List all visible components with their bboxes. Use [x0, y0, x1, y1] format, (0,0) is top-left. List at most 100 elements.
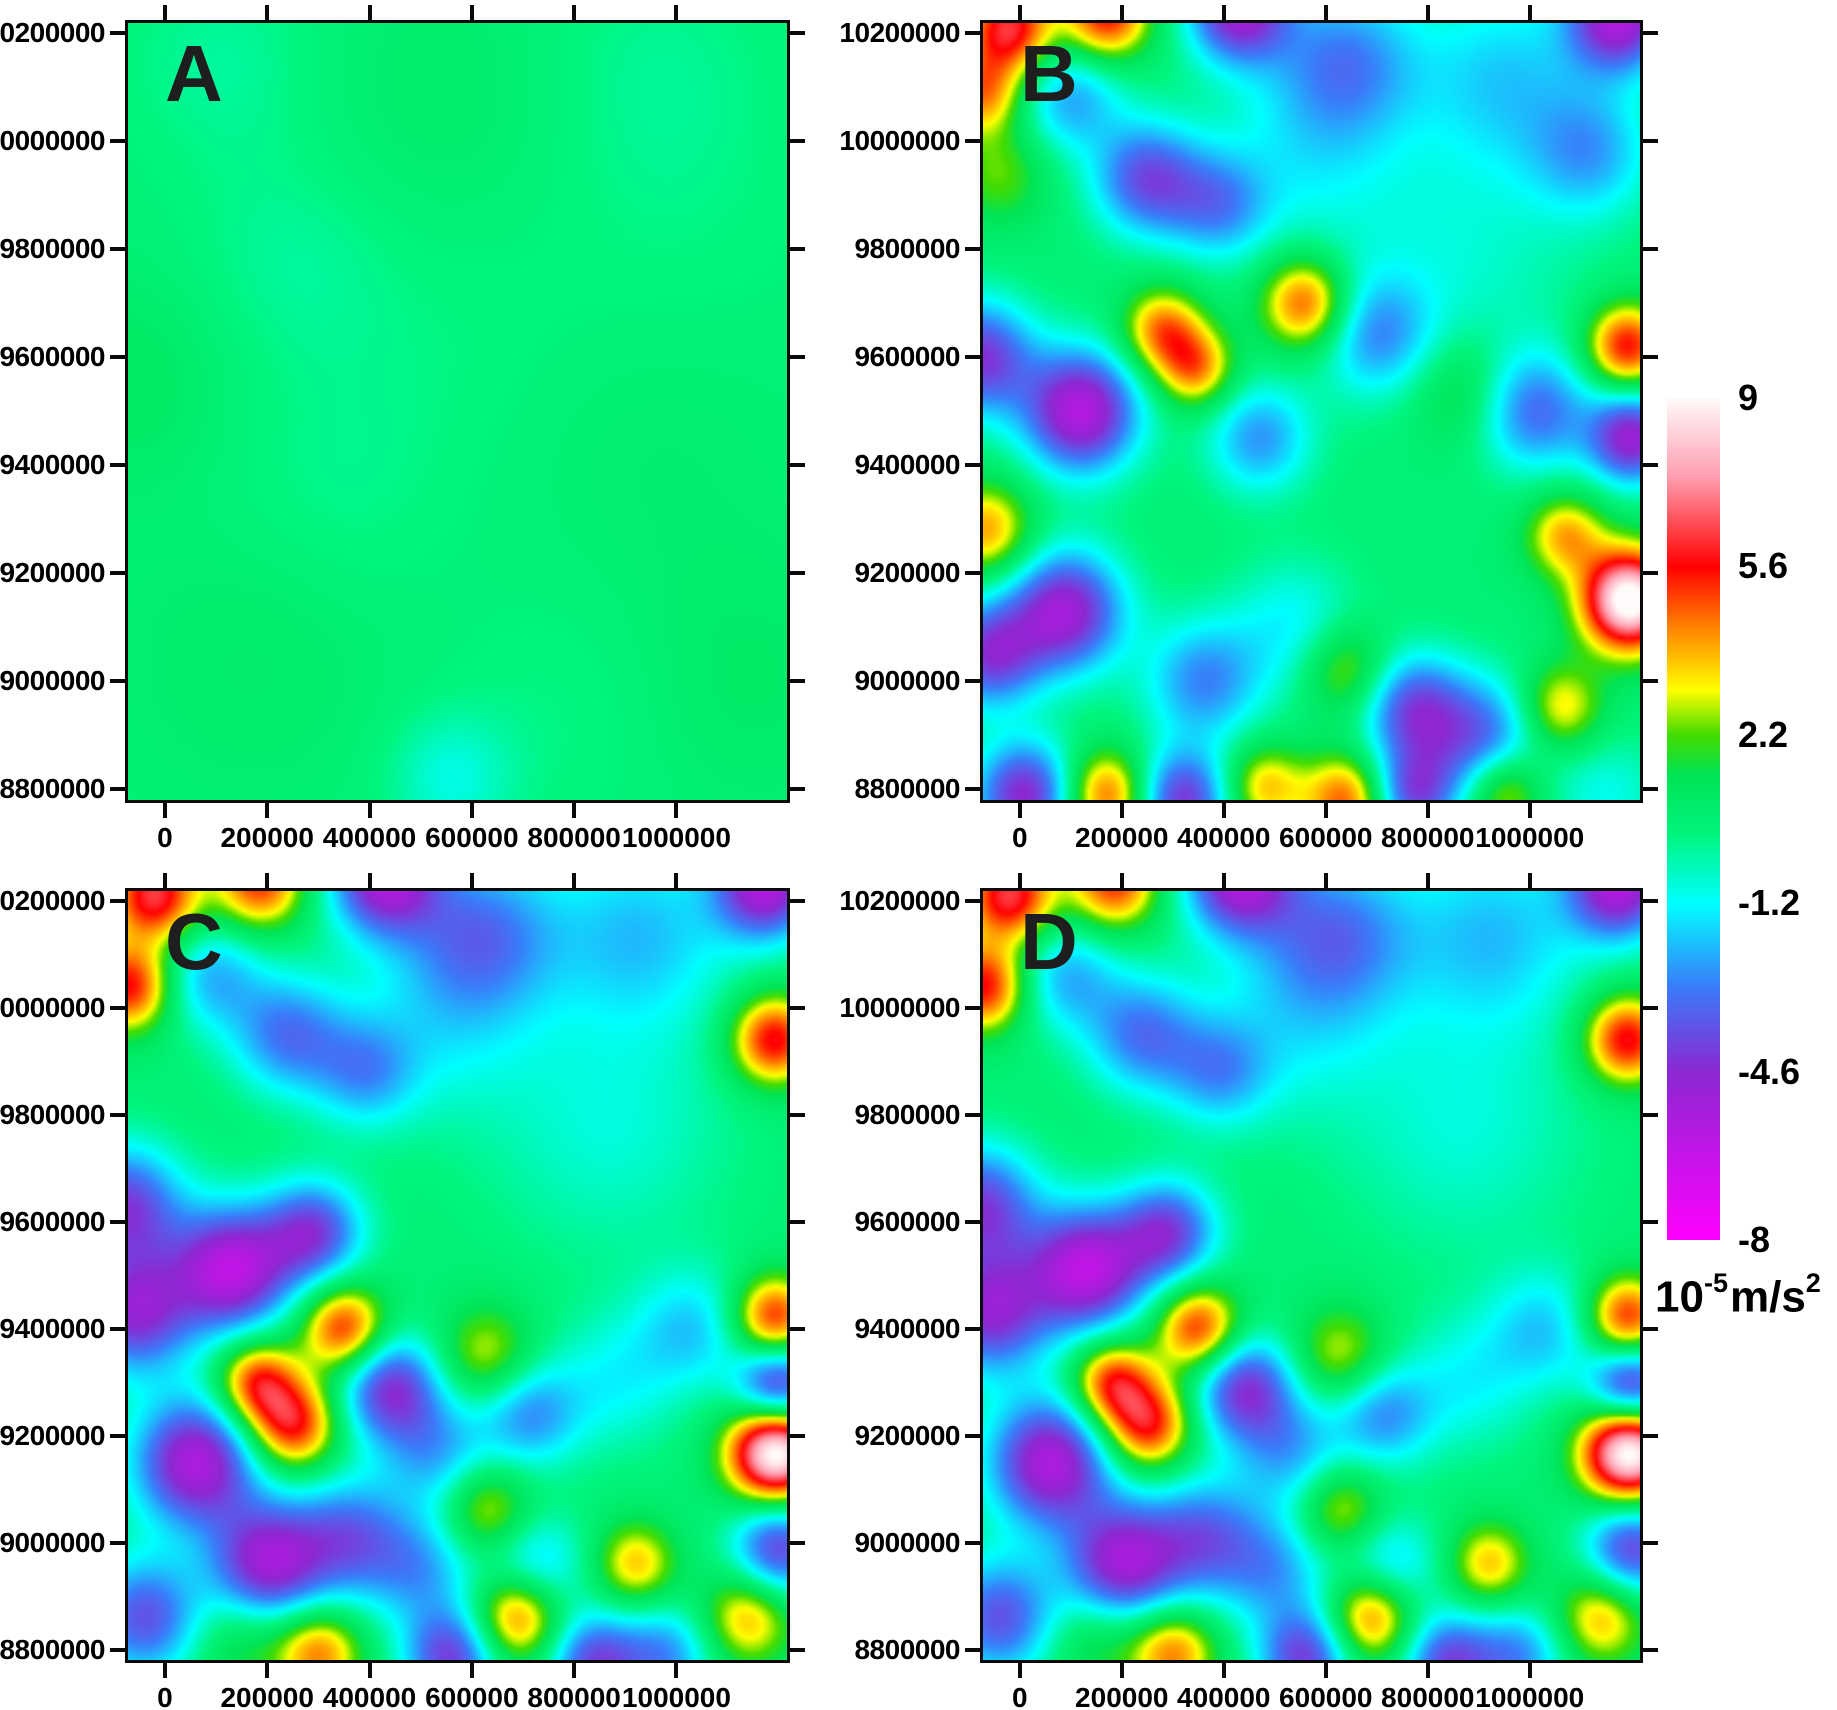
tick-mark: [965, 1647, 980, 1652]
tick-mark: [367, 1663, 372, 1678]
tick-mark: [367, 873, 372, 888]
tick-mark: [110, 679, 125, 684]
tick-mark: [265, 5, 270, 20]
y-tick-label: 8800000: [854, 1633, 960, 1665]
y-tick-label: 10200000: [0, 16, 106, 48]
tick-mark: [674, 803, 679, 818]
x-tick-label: 400000: [1177, 1682, 1271, 1710]
tick-mark: [965, 139, 980, 144]
unit-exponent: -5: [1703, 1268, 1728, 1298]
panel-label-B: B: [1020, 29, 1078, 118]
x-tick-label: 200000: [1075, 822, 1169, 853]
tick-mark: [1017, 873, 1022, 888]
colorbar-tick-label: -8: [1738, 1219, 1771, 1260]
tick-mark: [1221, 5, 1226, 20]
colorbar-tick-label: 2.2: [1738, 713, 1789, 755]
tick-mark: [790, 247, 805, 252]
tick-mark: [790, 1540, 805, 1545]
y-tick-label: 10000000: [0, 991, 106, 1023]
tick-mark: [1527, 1663, 1532, 1678]
tick-mark: [572, 873, 577, 888]
tick-mark: [1323, 873, 1328, 888]
tick-mark: [965, 1433, 980, 1438]
x-tick-label: 600000: [1279, 822, 1373, 853]
tick-mark: [1643, 1112, 1658, 1117]
tick-mark: [1643, 247, 1658, 252]
y-tick-label: 10000000: [0, 125, 106, 157]
tick-mark: [1425, 803, 1430, 818]
tick-mark: [110, 787, 125, 792]
panel-D: D: [980, 888, 1643, 1663]
tick-mark: [1527, 873, 1532, 888]
tick-mark: [1425, 1663, 1430, 1678]
x-tick-label: 600000: [1279, 1682, 1373, 1710]
panel-label-D: D: [1020, 897, 1078, 986]
tick-mark: [469, 803, 474, 818]
tick-mark: [110, 139, 125, 144]
tick-mark: [1643, 1326, 1658, 1331]
tick-mark: [674, 5, 679, 20]
x-tick-label: 200000: [1075, 1682, 1169, 1710]
tick-mark: [1323, 803, 1328, 818]
y-tick-label: 9400000: [854, 1312, 960, 1344]
y-tick-label: 9200000: [0, 1419, 106, 1451]
tick-mark: [367, 803, 372, 818]
heatmap-A: [125, 20, 790, 803]
tick-mark: [1119, 5, 1124, 20]
heatmap-D: [980, 888, 1643, 1663]
x-tick-label: 800000: [1381, 1682, 1475, 1710]
tick-mark: [790, 1647, 805, 1652]
y-tick-label: 9400000: [854, 449, 960, 481]
tick-mark: [110, 1005, 125, 1010]
tick-mark: [1221, 1663, 1226, 1678]
tick-mark: [110, 1112, 125, 1117]
panel-A: A: [125, 20, 790, 803]
tick-mark: [1221, 873, 1226, 888]
tick-mark: [110, 571, 125, 576]
x-tick-label: 1000000: [621, 1682, 731, 1710]
tick-mark: [110, 355, 125, 360]
heatmap-C: [125, 888, 790, 1663]
tick-mark: [110, 1540, 125, 1545]
tick-mark: [1643, 463, 1658, 468]
y-tick-label: 9600000: [0, 341, 106, 373]
heatmap-B: [980, 20, 1643, 803]
y-tick-label: 9800000: [0, 1098, 106, 1130]
unit-base: 10: [1655, 1272, 1704, 1322]
tick-mark: [265, 873, 270, 888]
tick-mark: [674, 873, 679, 888]
tick-mark: [1643, 1540, 1658, 1545]
tick-mark: [790, 1005, 805, 1010]
x-tick-label: 600000: [425, 1682, 519, 1710]
tick-mark: [790, 1219, 805, 1224]
y-tick-label: 8800000: [854, 773, 960, 805]
tick-mark: [790, 463, 805, 468]
tick-mark: [1643, 787, 1658, 792]
y-tick-label: 9800000: [0, 233, 106, 265]
tick-mark: [965, 1219, 980, 1224]
x-tick-label: 800000: [1381, 822, 1475, 853]
x-tick-label: 800000: [527, 822, 621, 853]
x-tick-label: 0: [1011, 1682, 1028, 1710]
y-tick-label: 9200000: [0, 557, 106, 589]
tick-mark: [965, 1540, 980, 1545]
tick-mark: [790, 679, 805, 684]
panel-label-A: A: [165, 29, 223, 118]
y-tick-label: 9000000: [0, 665, 106, 697]
x-tick-label: 200000: [220, 1682, 314, 1710]
tick-mark: [1643, 1219, 1658, 1224]
tick-mark: [1643, 139, 1658, 144]
y-tick-label: 10200000: [839, 884, 960, 916]
y-tick-label: 8800000: [0, 1633, 106, 1665]
tick-mark: [1527, 5, 1532, 20]
x-tick-label: 0: [1011, 822, 1028, 853]
tick-mark: [790, 1433, 805, 1438]
tick-mark: [790, 571, 805, 576]
tick-mark: [965, 787, 980, 792]
tick-mark: [110, 247, 125, 252]
tick-mark: [790, 898, 805, 903]
panel-label-C: C: [165, 897, 223, 986]
tick-mark: [265, 803, 270, 818]
tick-mark: [1643, 571, 1658, 576]
